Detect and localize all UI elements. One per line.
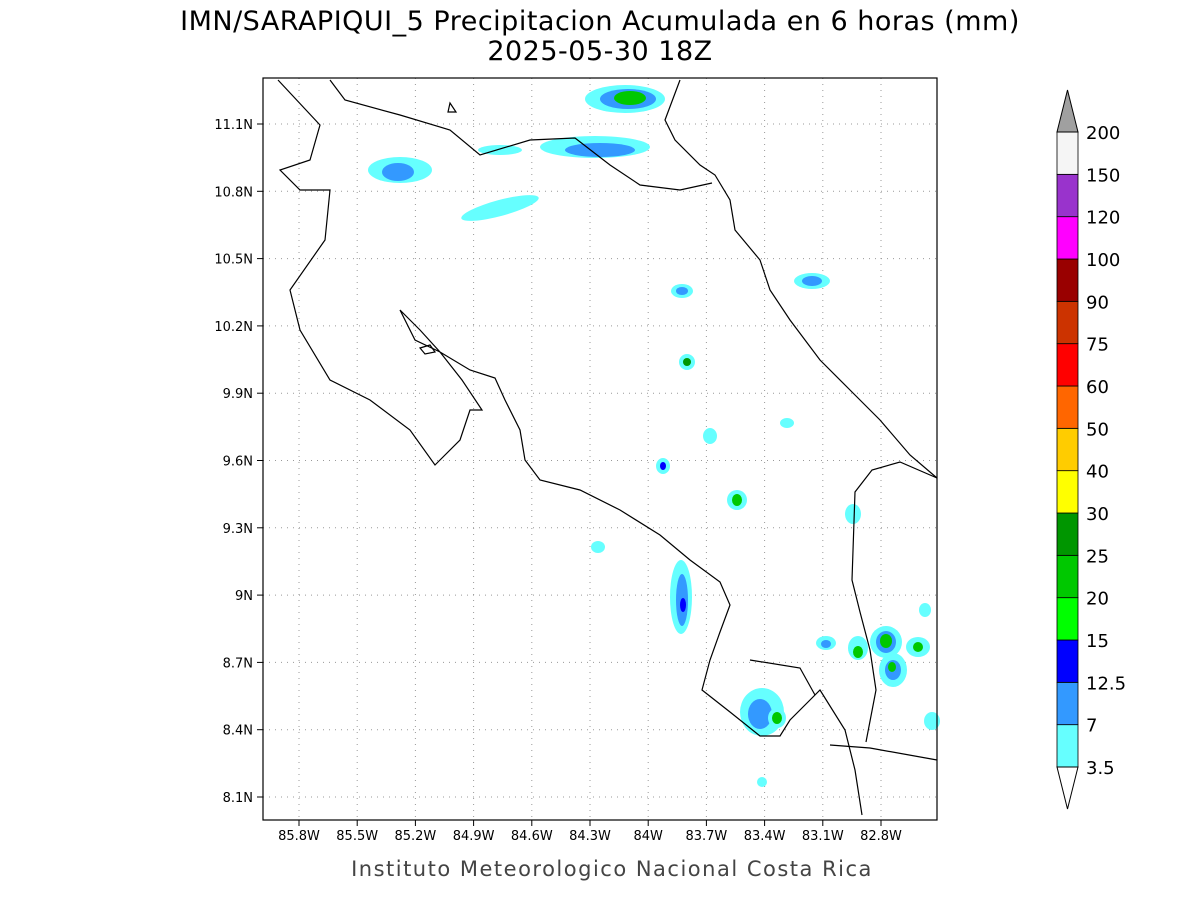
footer: Instituto Meteorologico Nacional Costa R… xyxy=(351,857,873,881)
x-tick-label: 83.4W xyxy=(744,829,786,844)
title: IMN/SARAPIQUI_5 Precipitacion Acumulada … xyxy=(180,6,1020,37)
colorbar-segment xyxy=(1056,343,1079,387)
colorbar: 3.5 7 12.5 15 20 25 30 40 50 60 75 90 100 120 150 200 xyxy=(1056,89,1126,810)
x-tick-label: 84.6W xyxy=(511,829,553,844)
colorbar-label: 50 xyxy=(1086,419,1109,440)
colorbar-label: 60 xyxy=(1086,377,1109,398)
colorbar-segment xyxy=(1056,554,1079,599)
grid xyxy=(257,78,937,826)
colorbar-under xyxy=(1056,766,1079,810)
colorbar-label: 30 xyxy=(1086,504,1109,525)
colorbar-segment xyxy=(1056,512,1079,556)
colorbar-segment xyxy=(1056,639,1079,683)
colorbar-label: 40 xyxy=(1086,462,1109,483)
y-tick-label: 9.9N xyxy=(223,387,253,402)
colorbar-segment xyxy=(1056,427,1079,472)
subtitle: 2025-05-30 18Z xyxy=(487,36,712,67)
x-tick-label: 84W xyxy=(633,829,663,844)
y-tick-label: 9.3N xyxy=(223,522,253,537)
map-frame xyxy=(262,77,938,821)
y-tick-label: 9.6N xyxy=(223,455,253,470)
x-tick-label: 84.9W xyxy=(453,829,495,844)
colorbar-segment xyxy=(1056,597,1079,641)
colorbar-label: 7 xyxy=(1086,716,1097,737)
x-tick-label: 85.2W xyxy=(394,829,436,844)
colorbar-label: 12.5 xyxy=(1086,673,1126,694)
colorbar-over xyxy=(1056,89,1079,133)
colorbar-label: 15 xyxy=(1086,631,1109,652)
colorbar-label: 75 xyxy=(1086,335,1109,356)
y-tick-label: 8.1N xyxy=(223,791,253,806)
colorbar-label: 90 xyxy=(1086,292,1109,313)
colorbar-label: 150 xyxy=(1086,165,1120,186)
colorbar-segment xyxy=(1056,173,1079,218)
colorbar-segment xyxy=(1056,216,1079,260)
colorbar-segment xyxy=(1056,385,1079,429)
colorbar-segment xyxy=(1056,258,1079,302)
y-tick-label: 8.7N xyxy=(223,656,253,671)
colorbar-segment xyxy=(1056,300,1079,345)
y-tick-label: 11.1N xyxy=(214,118,253,133)
x-tick-label: 84.3W xyxy=(569,829,611,844)
y-tick-label: 10.8N xyxy=(214,185,253,200)
y-tick-label: 9N xyxy=(235,589,253,604)
colorbar-label: 200 xyxy=(1086,123,1120,144)
colorbar-label: 120 xyxy=(1086,208,1120,229)
colorbar-label: 3.5 xyxy=(1086,758,1115,779)
colorbar-segment xyxy=(1056,681,1079,726)
colorbar-label: 20 xyxy=(1086,589,1109,610)
x-tick-label: 83.1W xyxy=(802,829,844,844)
x-tick-label: 82.8W xyxy=(860,829,902,844)
colorbar-label: 25 xyxy=(1086,546,1109,567)
x-tick-label: 83.7W xyxy=(685,829,727,844)
x-tick-label: 85.5W xyxy=(336,829,378,844)
colorbar-segment xyxy=(1056,724,1079,768)
coastlines xyxy=(277,79,938,816)
colorbar-label: 100 xyxy=(1086,250,1120,271)
x-tick-label: 85.8W xyxy=(278,829,320,844)
colorbar-segment xyxy=(1056,131,1079,175)
colorbar-segment xyxy=(1056,470,1079,514)
y-tick-label: 10.5N xyxy=(214,253,253,268)
y-tick-label: 10.2N xyxy=(214,320,253,335)
y-tick-label: 8.4N xyxy=(223,724,253,739)
precipitation xyxy=(368,85,940,787)
